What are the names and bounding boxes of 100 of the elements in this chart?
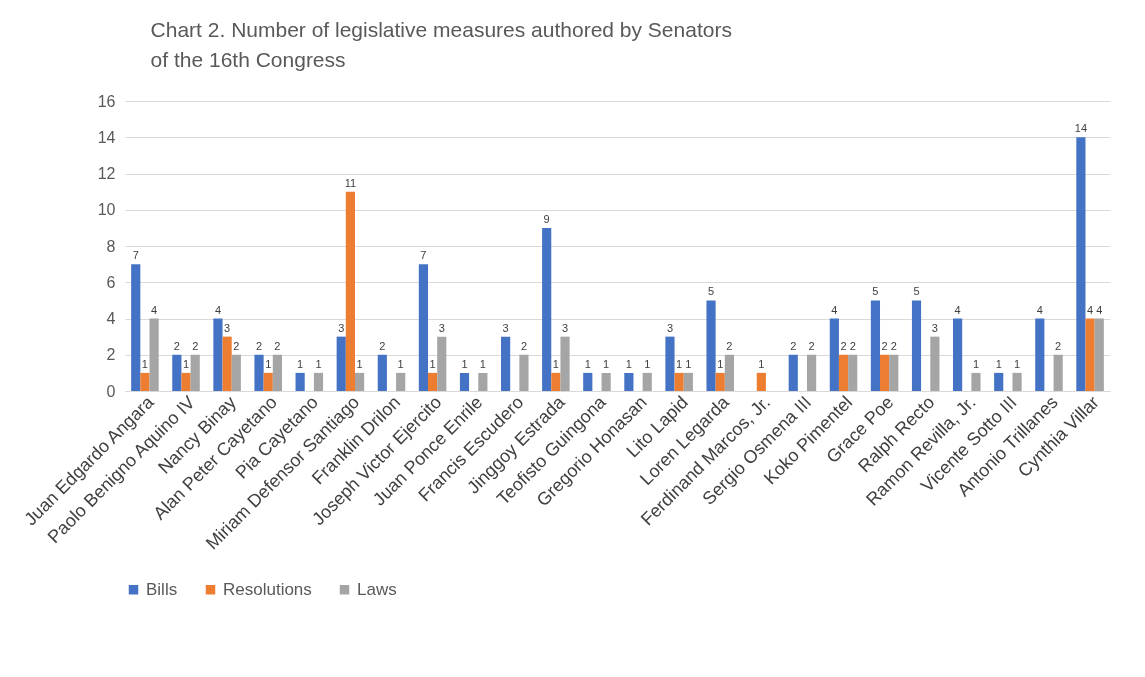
data-label: 14 (1074, 122, 1088, 135)
data-label: 3 (561, 321, 569, 334)
data-label: 2 (808, 339, 815, 352)
data-label: 1 (644, 357, 651, 370)
data-label: 2 (881, 339, 888, 352)
bar (624, 372, 634, 391)
data-label: 2 (379, 339, 386, 352)
bar (560, 336, 570, 391)
bar (829, 318, 839, 391)
data-label: 1 (603, 357, 610, 370)
data-label: 5 (913, 285, 920, 298)
data-label: 1 (315, 357, 322, 370)
bar (377, 354, 387, 391)
y-tick-label: 2 (106, 346, 116, 364)
data-label: 1 (429, 357, 436, 370)
bar (838, 354, 849, 391)
bar (583, 372, 593, 391)
legend-label: Laws (357, 579, 397, 599)
bar (1012, 372, 1022, 391)
y-tick-label: 4 (106, 310, 116, 327)
bar (724, 354, 734, 391)
bar (889, 354, 899, 391)
bar (149, 318, 159, 391)
legend-label: Resolutions (223, 579, 312, 599)
data-label: 2 (790, 339, 797, 352)
bar (427, 372, 438, 391)
bar (551, 372, 561, 391)
data-label: 2 (726, 339, 733, 352)
bar (418, 264, 428, 391)
bar (313, 372, 324, 391)
bar (519, 354, 529, 391)
data-label: 4 (214, 303, 221, 316)
bar (1076, 137, 1086, 391)
data-label: 3 (666, 321, 674, 334)
y-tick-label: 10 (97, 201, 116, 219)
data-label: 1 (625, 357, 632, 370)
y-tick-label: 14 (97, 128, 116, 146)
bar (354, 372, 365, 391)
bar (642, 372, 652, 391)
bar (1085, 318, 1095, 391)
bar (542, 227, 552, 391)
data-label: 2 (173, 339, 180, 352)
data-label: 3 (502, 321, 509, 334)
data-label: 2 (1055, 339, 1062, 352)
data-label: 9 (543, 212, 550, 225)
bar (911, 300, 922, 391)
data-label: 1 (141, 357, 148, 370)
data-label: 11 (344, 176, 357, 189)
data-label: 5 (872, 285, 879, 298)
data-label: 3 (224, 321, 231, 334)
data-label: 3 (438, 321, 445, 334)
data-label: 1 (685, 357, 692, 370)
y-tick-label: 8 (106, 237, 116, 255)
bar (601, 372, 611, 391)
data-label: 1 (717, 357, 724, 370)
bar (131, 264, 141, 391)
bar (807, 354, 817, 391)
data-label: 2 (274, 339, 281, 352)
bar (295, 372, 305, 391)
data-label: 4 (1096, 303, 1103, 316)
y-tick-label: 16 (97, 92, 116, 110)
bar (870, 300, 881, 391)
data-label: 7 (420, 249, 427, 262)
data-label: 1 (182, 357, 190, 370)
data-label: 2 (890, 339, 897, 352)
data-label: 2 (255, 339, 263, 352)
bar (1035, 318, 1045, 391)
bar (263, 372, 273, 391)
bar (190, 354, 200, 391)
bar (706, 300, 716, 391)
data-label: 1 (1014, 357, 1021, 370)
data-label: 2 (192, 339, 199, 352)
data-label: 4 (1087, 303, 1094, 316)
bar (953, 318, 963, 391)
bar (181, 372, 191, 391)
data-label: 1 (584, 357, 591, 370)
data-label: 7 (132, 249, 139, 262)
bar (231, 354, 241, 391)
data-label: 4 (1036, 303, 1043, 316)
legend-label: Bills (146, 579, 178, 599)
data-label: 1 (758, 357, 765, 370)
data-label: 1 (479, 357, 486, 370)
data-label: 1 (356, 357, 363, 370)
data-label: 4 (954, 303, 961, 316)
bar (880, 354, 890, 391)
bar (396, 372, 406, 391)
data-label: 4 (831, 303, 838, 316)
data-label: 1 (397, 357, 404, 370)
bar (788, 354, 798, 391)
data-label: 3 (338, 321, 345, 334)
bar (930, 336, 940, 391)
bar (674, 372, 684, 391)
bar (683, 372, 693, 391)
bar (213, 318, 223, 391)
data-label: 4 (151, 303, 158, 316)
y-tick-label: 0 (106, 382, 116, 400)
bar (1053, 354, 1063, 391)
bar (848, 354, 858, 391)
bar (971, 372, 981, 391)
bar (459, 372, 470, 391)
